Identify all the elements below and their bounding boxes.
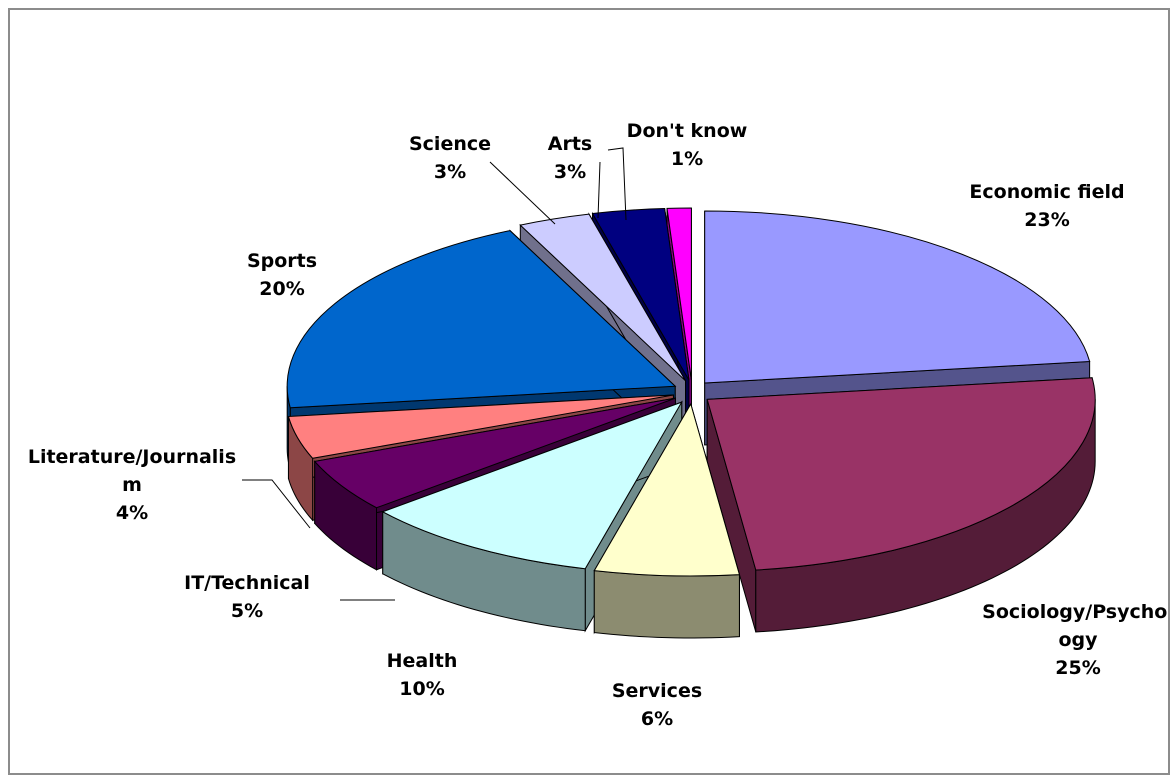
- slice: [704, 210, 1091, 384]
- value-label: 3%: [433, 161, 467, 183]
- slice-wall: [593, 570, 740, 639]
- data-label: Services 6%: [557, 677, 757, 733]
- category-label: Economic field: [969, 181, 1125, 203]
- value-label: 3%: [553, 161, 587, 183]
- slice: [519, 213, 686, 382]
- value-label: 1%: [670, 148, 704, 170]
- category-label: IT/Technical: [184, 572, 310, 594]
- category-label: Literature/Journalism: [27, 446, 237, 496]
- chart-frame: Economic field 23% Sociology/Psychology 25%…: [8, 8, 1170, 775]
- data-label: Don't know 1%: [587, 117, 787, 173]
- value-label: 23%: [1024, 209, 1070, 231]
- value-label: 5%: [230, 600, 264, 622]
- leader-line: [607, 147, 627, 221]
- data-label: Health 10%: [322, 647, 522, 703]
- tops: [286, 207, 1096, 577]
- leader-line: [489, 161, 556, 225]
- slice: [381, 401, 683, 570]
- data-label: IT/Technical 5%: [147, 569, 347, 625]
- category-label: Don't know: [626, 120, 748, 142]
- value-label: 20%: [259, 278, 305, 300]
- value-label: 4%: [115, 502, 149, 524]
- category-label: Sociology/Psychology: [982, 601, 1170, 651]
- slice: [706, 377, 1096, 571]
- chart: [242, 147, 1096, 639]
- value-label: 25%: [1055, 657, 1101, 679]
- category-label: Services: [611, 680, 703, 702]
- data-label: Literature/Journalism 4%: [20, 443, 245, 527]
- category-label: Health: [386, 650, 458, 672]
- slice: [287, 394, 674, 459]
- slice: [286, 230, 677, 409]
- data-label: Science 3%: [350, 130, 550, 186]
- data-label: Arts 3%: [470, 130, 670, 186]
- slice: [313, 397, 676, 509]
- slice: [591, 207, 690, 381]
- category-label: Sports: [246, 250, 318, 272]
- category-label: Arts: [547, 133, 593, 155]
- category-label: Science: [408, 133, 492, 155]
- data-label: Economic field 23%: [937, 178, 1157, 234]
- data-label: Sports 20%: [182, 247, 382, 303]
- value-label: 6%: [640, 708, 674, 730]
- slice: [593, 402, 741, 577]
- leader-line: [242, 479, 311, 529]
- data-label: Sociology/Psychology 25%: [978, 598, 1170, 682]
- value-label: 10%: [399, 678, 445, 700]
- slice: [666, 207, 692, 381]
- leader-line: [597, 161, 601, 219]
